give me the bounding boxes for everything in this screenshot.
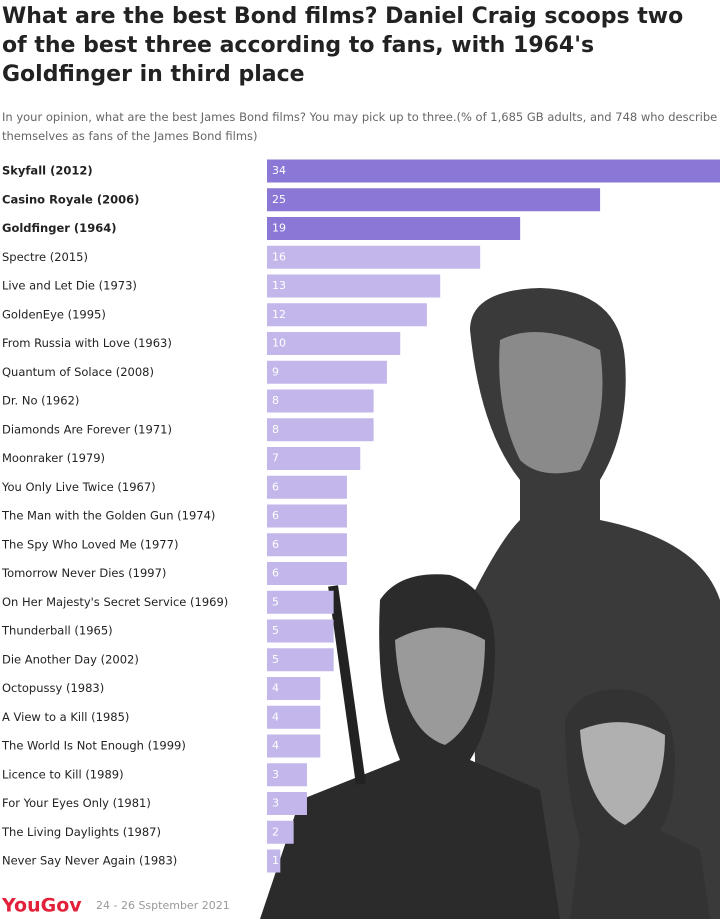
- value-label: 10: [272, 337, 286, 350]
- photo-face: [499, 332, 603, 474]
- bar: [267, 188, 601, 212]
- category-label: Spectre (2015): [2, 250, 88, 264]
- value-label: 4: [272, 710, 279, 723]
- value-label: 9: [272, 365, 279, 378]
- bar: [267, 303, 427, 327]
- category-label: Licence to Kill (1989): [2, 767, 124, 781]
- value-label: 8: [272, 394, 279, 407]
- value-label: 1: [272, 854, 279, 867]
- category-label: Never Say Never Again (1983): [2, 854, 177, 868]
- value-label: 6: [272, 567, 279, 580]
- value-label: 12: [272, 308, 286, 321]
- category-label: Diamonds Are Forever (1971): [2, 422, 172, 436]
- category-label: A View to a Kill (1985): [2, 710, 129, 724]
- value-label: 25: [272, 193, 286, 206]
- chart-subtitle-line: In your opinion, what are the best James…: [2, 110, 717, 124]
- bar: [267, 274, 441, 298]
- bar: [267, 590, 334, 614]
- chart-title-line: Goldfinger in third place: [2, 62, 305, 87]
- category-label: The Spy Who Loved Me (1977): [1, 537, 178, 551]
- value-label: 19: [272, 222, 286, 235]
- category-label: GoldenEye (1995): [2, 307, 106, 321]
- chart-title: What are the best Bond films? Daniel Cra…: [2, 4, 683, 87]
- category-label: Moonraker (1979): [2, 451, 105, 465]
- bar: [267, 705, 321, 729]
- category-label: Quantum of Solace (2008): [2, 365, 154, 379]
- category-label: The Man with the Golden Gun (1974): [1, 509, 215, 523]
- category-label: For Your Eyes Only (1981): [2, 796, 151, 810]
- bar: [267, 533, 347, 557]
- category-label: Live and Let Die (1973): [2, 279, 137, 293]
- title-block: What are the best Bond films? Daniel Cra…: [2, 4, 683, 87]
- chart-title-line: What are the best Bond films? Daniel Cra…: [2, 4, 683, 29]
- bar: [267, 389, 374, 413]
- chart-subtitle-line: themselves as fans of the James Bond fil…: [2, 129, 258, 143]
- bar: [267, 619, 334, 643]
- value-label: 6: [272, 509, 279, 522]
- date: 24 - 26 Ssptember 2021: [96, 899, 230, 912]
- photo-face: [395, 627, 485, 745]
- value-label: 13: [272, 279, 286, 292]
- category-label: Skyfall (2012): [2, 164, 93, 178]
- bar: [267, 360, 387, 384]
- category-label: The World Is Not Enough (1999): [1, 739, 186, 753]
- category-label: Octopussy (1983): [2, 681, 104, 695]
- photo-gun: [328, 585, 366, 785]
- bar: [267, 677, 321, 700]
- bar: [267, 648, 334, 672]
- bar: [267, 504, 347, 528]
- value-label: 2: [272, 825, 279, 838]
- value-label: 4: [272, 682, 279, 695]
- value-label: 34: [272, 164, 286, 177]
- category-label: Thunderball (1965): [1, 624, 113, 638]
- category-label: Casino Royale (2006): [2, 192, 139, 206]
- photo-face: [580, 722, 665, 825]
- bar: [267, 734, 321, 758]
- category-label: Die Another Day (2002): [2, 652, 139, 666]
- bar: [267, 763, 307, 787]
- value-label: 4: [272, 739, 279, 752]
- value-label: 5: [272, 653, 279, 666]
- bar: [267, 562, 347, 585]
- category-label: Dr. No (1962): [2, 394, 79, 408]
- bar: [267, 792, 307, 815]
- bar: [267, 418, 374, 442]
- bar: [267, 217, 521, 240]
- bar: [267, 447, 361, 470]
- category-label: Goldfinger (1964): [2, 221, 116, 235]
- value-label: 3: [272, 768, 279, 781]
- value-label: 16: [272, 250, 286, 263]
- category-label: The Living Daylights (1987): [1, 825, 161, 839]
- value-label: 6: [272, 480, 279, 493]
- value-label: 3: [272, 797, 279, 810]
- category-label: You Only Live Twice (1967): [1, 480, 156, 494]
- bar: [267, 475, 347, 499]
- bar: [267, 245, 481, 269]
- value-label: 5: [272, 595, 279, 608]
- category-label: From Russia with Love (1963): [2, 336, 172, 350]
- category-label: Tomorrow Never Dies (1997): [1, 566, 166, 580]
- chart-subtitle: In your opinion, what are the best James…: [2, 110, 717, 143]
- chart-title-line: of the best three according to fans, wit…: [2, 33, 594, 58]
- category-label: On Her Majesty's Secret Service (1969): [2, 595, 228, 609]
- value-label: 6: [272, 538, 279, 551]
- bar: [267, 332, 401, 355]
- subtitle-block: In your opinion, what are the best James…: [2, 110, 717, 143]
- value-label: 5: [272, 624, 279, 637]
- value-label: 7: [272, 452, 279, 465]
- source: YouGov: [1, 895, 82, 917]
- bar: [267, 849, 281, 873]
- bar: [267, 820, 294, 844]
- value-label: 8: [272, 423, 279, 436]
- photo-collage: [260, 288, 720, 919]
- bar: [267, 159, 720, 183]
- photo-figure: [260, 574, 560, 919]
